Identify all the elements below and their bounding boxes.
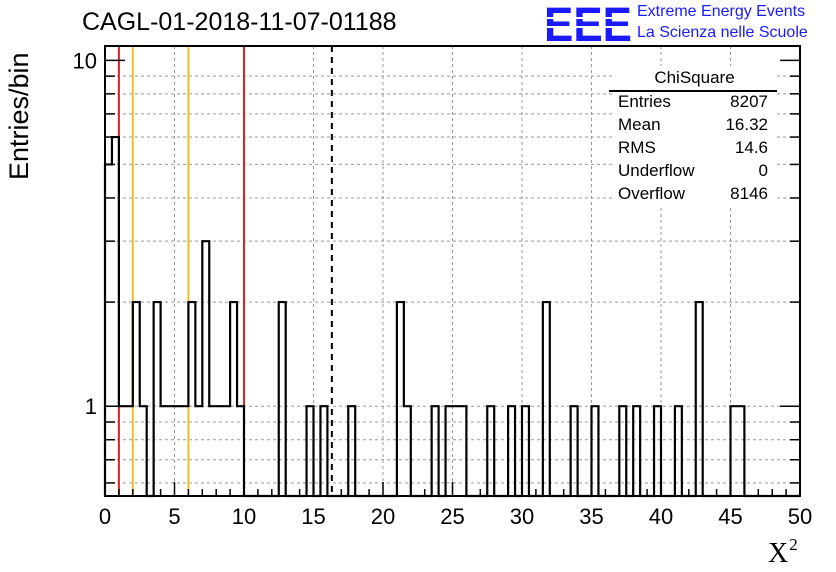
x-tick-label: 40 [649, 504, 673, 529]
histogram-bin [181, 406, 188, 496]
histogram-bin [453, 406, 460, 496]
histogram-bin [188, 302, 195, 496]
x-axis-label-superscript: 2 [789, 535, 798, 554]
x-tick-label: 20 [371, 504, 395, 529]
stat-value: 16.32 [725, 115, 768, 134]
stat-row-mean: Mean 16.32 [618, 115, 768, 137]
grid-layer [105, 46, 800, 496]
x-tick-label: 50 [788, 504, 812, 529]
stat-label: Mean [618, 115, 661, 134]
histogram-bin [223, 406, 230, 496]
histogram-bin [112, 137, 119, 496]
histogram-bin [696, 302, 703, 496]
stats-title-rule [609, 90, 777, 92]
histogram-bin [571, 406, 578, 496]
x-tick-label: 10 [232, 504, 256, 529]
stat-label: RMS [618, 138, 656, 157]
histogram-bin [737, 406, 744, 496]
histogram-bin [446, 406, 453, 496]
histogram-bin [487, 406, 494, 496]
histogram-bin [209, 406, 216, 496]
histogram-bin [320, 406, 327, 496]
stats-box: ChiSquare Entries 8207 Mean 16.32 RMS 14… [609, 66, 777, 206]
histogram-bin [619, 406, 626, 496]
eee-logo-letters: EEE [544, 4, 632, 44]
stat-row-underflow: Underflow 0 [618, 161, 768, 183]
chart-title: CAGL-01-2018-11-07-01188 [82, 8, 397, 36]
histogram-bin [508, 406, 515, 496]
stat-value: 8146 [730, 184, 768, 203]
histogram-bin [195, 406, 202, 496]
x-tick-label: 35 [579, 504, 603, 529]
histogram-bin [133, 302, 140, 496]
stat-label: Underflow [618, 161, 695, 180]
histogram-bin [432, 406, 439, 496]
x-tick-label: 45 [718, 504, 742, 529]
histogram-bin [126, 406, 133, 496]
stat-value: 0 [758, 161, 768, 180]
x-axis-label-base: X [768, 538, 789, 569]
histogram-bin [237, 406, 244, 496]
histogram-bin [175, 406, 182, 496]
histogram-bin [119, 406, 126, 496]
stat-value: 8207 [730, 92, 768, 111]
histogram-bin [279, 302, 286, 496]
plot-frame [104, 45, 801, 497]
histogram-bin [216, 406, 223, 496]
histogram-bin [307, 406, 314, 496]
histogram-bin [592, 406, 599, 496]
eee-logo: EEE [544, 4, 634, 44]
histogram-bin [633, 406, 640, 496]
histogram-bin [731, 406, 738, 496]
histogram-bin [168, 406, 175, 496]
histogram-bin [230, 302, 237, 496]
stat-label: Overflow [618, 184, 686, 203]
stat-row-overflow: Overflow 8146 [618, 184, 768, 206]
histogram-bin [654, 406, 661, 496]
tick-labels: 0 5 10 15 20 25 30 35 40 45 50 1 10 [73, 48, 813, 529]
histogram-bin [543, 302, 550, 496]
histogram-bin [202, 241, 209, 496]
stat-value: 14.6 [734, 138, 768, 157]
x-tick-label: 25 [440, 504, 464, 529]
x-tick-label: 30 [510, 504, 534, 529]
x-tick-label: 0 [99, 504, 111, 529]
axis-ticks [104, 59, 801, 496]
stat-row-entries: Entries 8207 [618, 92, 768, 114]
logo-tagline-1: Extreme Energy Events [637, 3, 806, 20]
histogram-bin [161, 406, 168, 496]
histogram-bin [348, 406, 355, 496]
stats-title: ChiSquare [654, 68, 735, 87]
histogram-bin [397, 302, 404, 496]
histogram-bin [105, 164, 112, 496]
histogram-bin [675, 406, 682, 496]
y-tick-label: 10 [73, 48, 97, 73]
histogram-bin [522, 406, 529, 496]
histogram-bin [459, 406, 466, 496]
stat-label: Entries [618, 92, 671, 111]
histogram-bin [140, 406, 147, 496]
histogram-bin [404, 406, 411, 496]
x-tick-label: 15 [301, 504, 325, 529]
x-axis-label: X2 [768, 535, 798, 570]
y-tick-label: 1 [85, 394, 97, 419]
logo-tagline-2: La Scienza nelle Scuole [637, 24, 808, 41]
stat-row-rms: RMS 14.6 [618, 138, 768, 160]
histogram-bin [154, 302, 161, 496]
x-tick-label: 5 [168, 504, 180, 529]
